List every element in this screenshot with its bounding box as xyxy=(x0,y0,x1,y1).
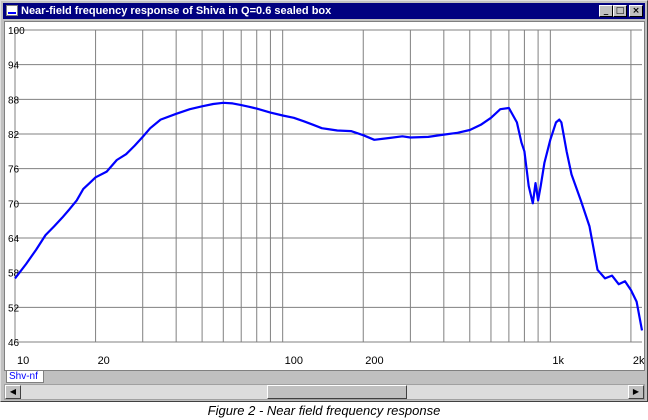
y-tick-label: 70 xyxy=(8,199,20,210)
series-tab[interactable]: Shv-nf xyxy=(6,370,44,383)
frequency-response-chart: 100 94 88 82 76 70 64 58 52 46 10 20 100 200 1k 2k xyxy=(8,26,644,367)
minimize-button[interactable]: _ xyxy=(599,5,613,17)
y-tick-label: 82 xyxy=(8,130,20,141)
x-tick-label: 10 xyxy=(17,355,29,367)
x-tick-label: 100 xyxy=(285,355,303,367)
y-tick-label: 100 xyxy=(8,26,25,37)
x-tick-label: 20 xyxy=(98,355,110,367)
title-bar[interactable]: Near-field frequency response of Shiva i… xyxy=(3,3,645,19)
app-window: Near-field frequency response of Shiva i… xyxy=(0,0,648,402)
y-tick-label: 64 xyxy=(8,234,20,245)
maximize-button[interactable]: □ xyxy=(613,5,627,17)
close-button[interactable]: × xyxy=(629,5,643,17)
scroll-right-arrow-icon[interactable]: ▶ xyxy=(628,385,644,399)
plot-area[interactable]: 100 94 88 82 76 70 64 58 52 46 10 20 100 200 1k 2k xyxy=(4,21,645,371)
y-tick-label: 94 xyxy=(8,61,20,72)
x-tick-label: 2k xyxy=(633,355,644,367)
y-tick-label: 76 xyxy=(8,165,20,176)
x-tick-label: 1k xyxy=(552,355,564,367)
y-tick-label: 46 xyxy=(8,338,20,349)
scroll-left-arrow-icon[interactable]: ◀ xyxy=(5,385,21,399)
y-tick-label: 52 xyxy=(8,303,20,314)
x-tick-label: 200 xyxy=(365,355,383,367)
window-title: Near-field frequency response of Shiva i… xyxy=(21,5,332,17)
scrollbar-thumb[interactable] xyxy=(267,385,407,399)
response-trace xyxy=(14,101,644,331)
y-tick-label: 58 xyxy=(8,269,20,280)
y-tick-label: 88 xyxy=(8,95,20,106)
chart-app-icon[interactable] xyxy=(6,5,18,16)
figure-caption: Figure 2 - Near field frequency response xyxy=(207,403,441,418)
horizontal-scrollbar[interactable]: ◀ ▶ xyxy=(4,384,645,400)
